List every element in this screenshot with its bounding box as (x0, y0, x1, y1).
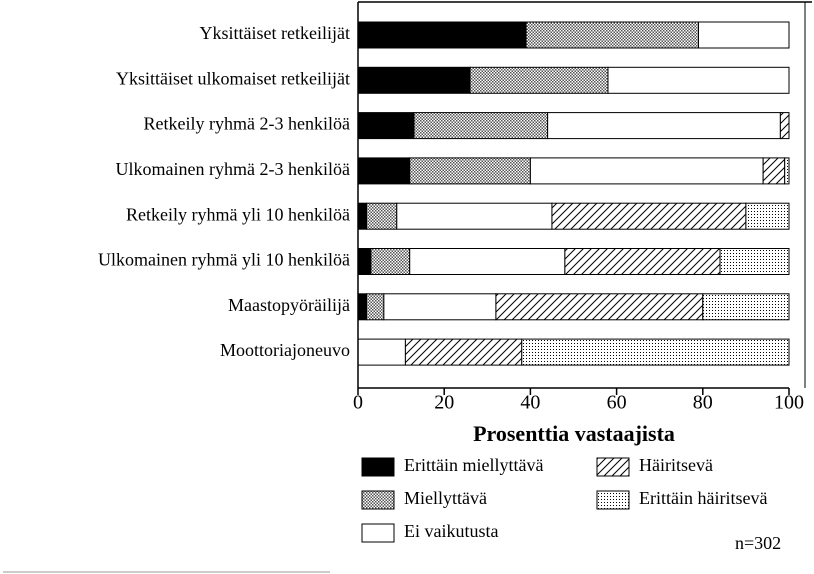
legend-swatch (361, 523, 395, 543)
bar-segment (745, 202, 790, 230)
x-tick-label: 20 (434, 392, 454, 414)
category-label: Yksittäiset retkeilijät (200, 23, 350, 43)
legend-swatch (361, 457, 395, 477)
category-label: Ulkomainen ryhmä yli 10 henkilöä (98, 250, 350, 270)
bar-segment (495, 293, 704, 321)
bar-segment (404, 338, 523, 366)
annotation: n=302 (735, 533, 781, 553)
legend-label: Häiritsevä (639, 455, 713, 475)
bar-segment (529, 157, 764, 185)
x-tick-label: 40 (520, 392, 540, 414)
bar-segment (469, 66, 609, 94)
bar-segment (357, 21, 527, 49)
bar-segment (551, 202, 747, 230)
bar-segment (547, 112, 781, 140)
legend-label: Erittäin miellyttävä (404, 455, 543, 475)
bar-segment (779, 112, 790, 140)
legend-label: Erittäin häiritsevä (639, 488, 767, 508)
bar-segment (525, 21, 699, 49)
bar-segment (357, 66, 471, 94)
legend-swatch (596, 490, 630, 510)
legend-swatch (361, 490, 395, 510)
legend-label: Ei vaikutusta (404, 521, 498, 541)
bar-segment (564, 248, 721, 275)
bar-segment (409, 248, 566, 275)
bar-segment (383, 293, 497, 321)
bar-segment (521, 338, 790, 366)
bar-segment (357, 338, 406, 366)
bar-segment (396, 202, 553, 230)
legend-swatch (596, 457, 630, 477)
category-label: Yksittäiset ulkomaiset retkeilijät (116, 68, 350, 88)
bar-segment (357, 112, 415, 140)
bar-segment (784, 157, 790, 185)
bar-segment (719, 248, 790, 275)
bar-segment (607, 66, 790, 94)
bar-segment (357, 157, 411, 185)
bar-segment (409, 157, 531, 185)
legend-label: Miellyttävä (404, 488, 487, 508)
bar-segment (366, 293, 385, 321)
x-tick-label: 100 (774, 392, 804, 414)
bar-segment (366, 202, 398, 230)
x-tick-label: 60 (607, 392, 627, 414)
bar-segment (762, 157, 786, 185)
category-label: Retkeily ryhmä yli 10 henkilöä (126, 204, 350, 224)
bar-segment (697, 21, 790, 49)
category-label: Retkeily ryhmä 2-3 henkilöä (144, 114, 350, 134)
category-label: Moottoriajoneuvo (220, 340, 350, 360)
category-label: Ulkomainen ryhmä 2-3 henkilöä (116, 159, 350, 179)
category-label: Maastopyöräilijä (228, 295, 350, 315)
axis-title: Prosenttia vastaajista (473, 421, 675, 446)
bar-segment (702, 293, 790, 321)
bar-segment (357, 202, 368, 230)
bar-segment (413, 112, 549, 140)
x-tick-label: 0 (353, 392, 363, 414)
bar-segment (370, 248, 411, 275)
bar-segment (357, 248, 372, 275)
bar-segment (357, 293, 368, 321)
x-tick-label: 80 (693, 392, 713, 414)
